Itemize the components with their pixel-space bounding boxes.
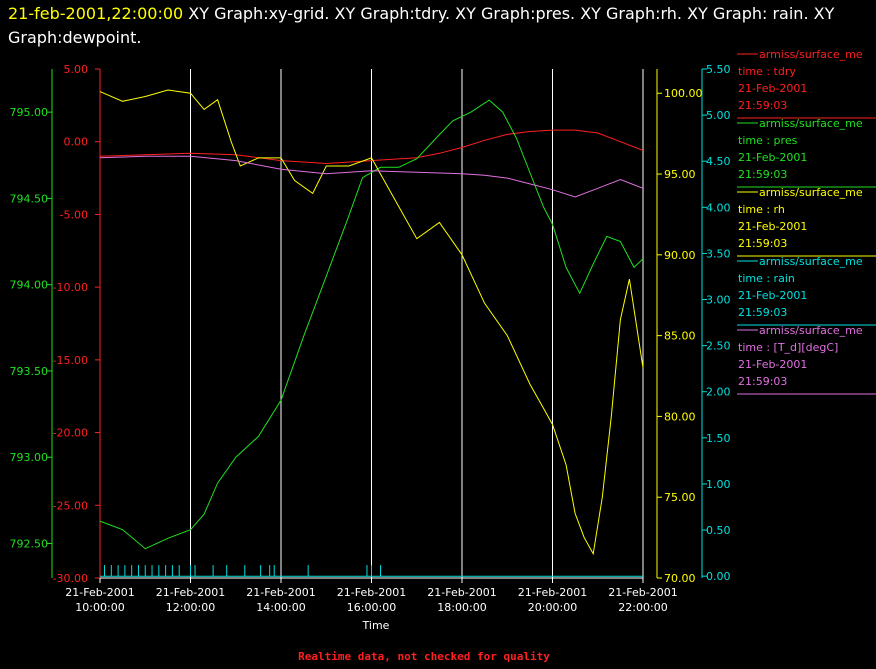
rain-tick-label-11: 0.00 (706, 570, 731, 583)
pres-tick-label-3: 793.50 (10, 365, 49, 378)
title-timestamp: 21-feb-2001,22:00:00 (8, 4, 184, 23)
title-graph-list: XY Graph:xy-grid. XY Graph:tdry. XY Grap… (8, 4, 835, 47)
legend-date-2: 21-Feb-2001 (738, 220, 807, 233)
chart-axes: 795.00 794.50 794.00 793.50 793.00 792.50 5.00… (10, 63, 731, 585)
pres-tick-label-1: 794.50 (10, 192, 49, 205)
x-axis-ticks: 21-Feb-2001 10:00:00 21-Feb-2001 12:00:00 21… (65, 578, 678, 614)
rain-tick-label-8: 1.50 (706, 432, 731, 445)
pres-series-line (99, 99, 644, 550)
legend-date-4: 21-Feb-2001 (738, 358, 807, 371)
legend-desc-3: time : rain (738, 272, 795, 285)
rh-tick-label-4: 80.00 (664, 410, 696, 423)
x-tick-time-3: 16:00:00 (347, 601, 396, 614)
rain-tick-label-9: 1.00 (706, 478, 731, 491)
rain-tick-label-5: 3.00 (706, 294, 731, 307)
rh-tick-label-0: 100.00 (664, 87, 703, 100)
rh-tick-label-2: 90.00 (664, 249, 696, 262)
x-axis-label: Time (362, 619, 390, 632)
legend-time-0: 21:59:03 (738, 99, 787, 112)
legend-desc-0: time : tdry (738, 65, 796, 78)
tdry-tick-label-6: -25.00 (53, 499, 88, 512)
chart-title: 21-feb-2001,22:00:00 XY Graph:xy-grid. X… (8, 2, 868, 50)
legend-desc-2: time : rh (738, 203, 785, 216)
tdry-tick-label-3: -10.00 (53, 281, 88, 294)
rain-tick-label-4: 3.50 (706, 247, 731, 260)
dewpoint-series-line (99, 155, 644, 198)
x-tick-date-4: 21-Feb-2001 (427, 586, 496, 599)
chart-grid (99, 69, 644, 578)
tdry-tick-label-0: 5.00 (64, 63, 89, 76)
x-tick-date-1: 21-Feb-2001 (156, 586, 225, 599)
legend-time-3: 21:59:03 (738, 306, 787, 319)
legend-time-2: 21:59:03 (738, 237, 787, 250)
rain-tick-label-10: 0.50 (706, 524, 731, 537)
x-tick-time-2: 14:00:00 (256, 601, 305, 614)
legend-source-2: armiss/surface_me (759, 186, 863, 199)
rh-tick-label-3: 85.00 (664, 330, 696, 343)
legend-source-1: armiss/surface_me (759, 117, 863, 130)
x-tick-time-0: 10:00:00 (75, 601, 124, 614)
footer-note: Realtime data, not checked for quality (298, 650, 550, 663)
legend-desc-4: time : [T_d][degC] (738, 341, 838, 354)
rh-tick-label-6: 70.00 (664, 572, 696, 585)
rain-tick-label-3: 4.00 (706, 201, 731, 214)
legend-source-3: armiss/surface_me (759, 255, 863, 268)
x-tick-time-6: 22:00:00 (618, 601, 667, 614)
x-tick-date-3: 21-Feb-2001 (337, 586, 406, 599)
tdry-tick-label-5: -20.00 (53, 427, 88, 440)
legend-desc-1: time : pres (738, 134, 798, 147)
x-tick-time-4: 18:00:00 (437, 601, 486, 614)
pres-tick-label-5: 792.50 (10, 537, 49, 550)
x-tick-date-2: 21-Feb-2001 (246, 586, 315, 599)
rain-spikes (104, 565, 382, 577)
legend-date-0: 21-Feb-2001 (738, 82, 807, 95)
legend-time-4: 21:59:03 (738, 375, 787, 388)
rh-tick-label-5: 75.00 (664, 491, 696, 504)
tdry-tick-label-2: -5.00 (60, 208, 88, 221)
legend-source-4: armiss/surface_me (759, 324, 863, 337)
tdry-series-line (99, 129, 644, 165)
legend-date-3: 21-Feb-2001 (738, 289, 807, 302)
rain-tick-label-1: 5.00 (706, 109, 731, 122)
tdry-tick-label-1: 0.00 (64, 136, 89, 149)
chart-series (99, 89, 644, 577)
tdry-tick-label-4: -15.00 (53, 354, 88, 367)
rh-tick-label-1: 95.00 (664, 168, 696, 181)
x-tick-date-5: 21-Feb-2001 (518, 586, 587, 599)
pres-tick-label-0: 795.00 (10, 106, 49, 119)
rain-tick-label-0: 5.50 (706, 63, 731, 76)
pres-tick-label-2: 794.00 (10, 279, 49, 292)
pres-tick-label-4: 793.00 (10, 451, 49, 464)
x-tick-time-5: 20:00:00 (528, 601, 577, 614)
tdry-tick-label-7: -30.00 (53, 572, 88, 585)
x-tick-time-1: 12:00:00 (166, 601, 215, 614)
rain-tick-label-7: 2.00 (706, 386, 731, 399)
legend-time-1: 21:59:03 (738, 168, 787, 181)
legend-source-0: armiss/surface_me (759, 48, 863, 61)
rain-tick-label-2: 4.50 (706, 155, 731, 168)
rain-tick-label-6: 2.50 (706, 340, 731, 353)
x-tick-date-0: 21-Feb-2001 (65, 586, 134, 599)
x-tick-date-6: 21-Feb-2001 (608, 586, 677, 599)
legend-date-1: 21-Feb-2001 (738, 151, 807, 164)
rh-series-line (99, 89, 644, 556)
